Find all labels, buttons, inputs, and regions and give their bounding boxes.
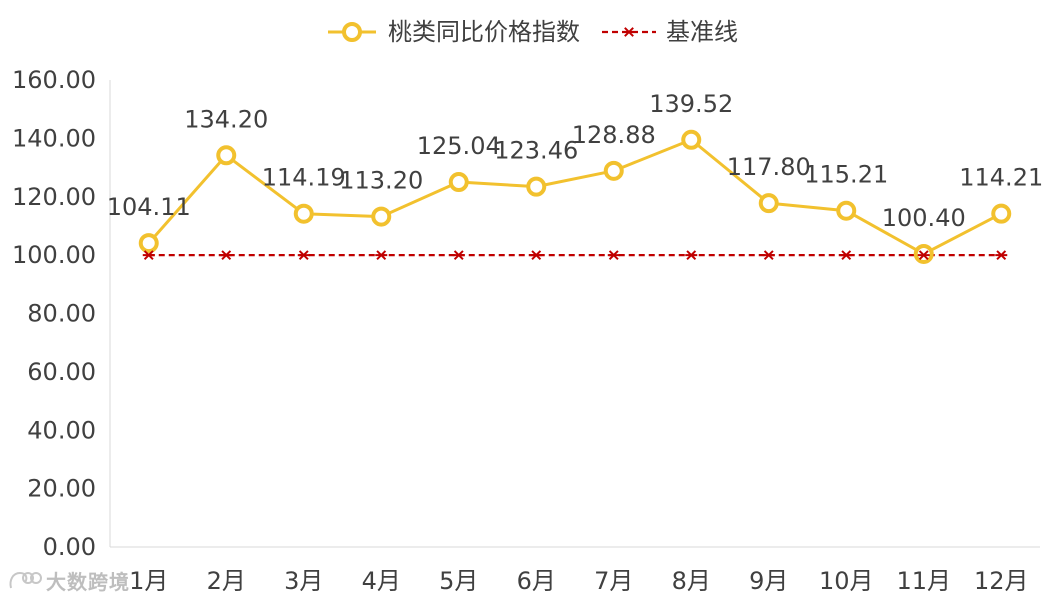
data-label: 100.40 bbox=[882, 204, 966, 232]
y-tick-label: 140.00 bbox=[12, 124, 96, 152]
y-tick-label: 20.00 bbox=[27, 475, 96, 503]
legend-label: 基准线 bbox=[666, 18, 738, 46]
chart-axes: 0.00 20.00 40.00 60.00 80.00 100.00 120.00 140.… bbox=[12, 66, 1040, 595]
data-point bbox=[836, 200, 857, 221]
x-tick-label: 8月 bbox=[672, 567, 711, 595]
baseline-point bbox=[297, 250, 310, 261]
x-tick-label: 4月 bbox=[362, 567, 401, 595]
legend-label: 桃类同比价格指数 bbox=[388, 18, 580, 46]
data-point bbox=[681, 129, 702, 150]
data-label: 117.80 bbox=[727, 153, 811, 181]
data-label: 139.52 bbox=[649, 90, 733, 118]
baseline-point bbox=[995, 250, 1008, 261]
x-tick-label: 5月 bbox=[439, 567, 478, 595]
legend-star-marker bbox=[623, 27, 635, 37]
baseline-point bbox=[917, 250, 930, 261]
baseline-point bbox=[452, 250, 465, 261]
x-tick-label: 2月 bbox=[207, 567, 246, 595]
data-label: 114.19 bbox=[262, 164, 346, 192]
y-tick-label: 40.00 bbox=[27, 416, 96, 444]
data-point bbox=[293, 203, 314, 224]
watermark-text: 大数跨境 bbox=[46, 570, 130, 594]
x-tick-label: 12月 bbox=[974, 567, 1029, 595]
series-layer bbox=[138, 129, 1012, 264]
data-point bbox=[991, 203, 1012, 224]
data-label: 115.21 bbox=[804, 161, 888, 189]
baseline-point bbox=[530, 250, 543, 261]
data-label: 104.11 bbox=[107, 193, 191, 221]
baseline-point bbox=[375, 250, 388, 261]
data-label: 134.20 bbox=[184, 105, 268, 133]
data-point bbox=[138, 233, 159, 254]
data-label: 114.21 bbox=[959, 164, 1043, 192]
data-label: 125.04 bbox=[417, 132, 501, 160]
y-tick-label: 0.00 bbox=[43, 533, 96, 561]
data-label: 128.88 bbox=[572, 121, 656, 149]
data-point bbox=[758, 193, 779, 214]
baseline-point bbox=[762, 250, 775, 261]
y-tick-label: 100.00 bbox=[12, 241, 96, 269]
data-label: 123.46 bbox=[494, 137, 578, 165]
x-tick-label: 3月 bbox=[284, 567, 323, 595]
watermark-logo-icon bbox=[9, 571, 42, 588]
baseline-point bbox=[685, 250, 698, 261]
x-tick-label: 9月 bbox=[749, 567, 788, 595]
y-tick-label: 60.00 bbox=[27, 358, 96, 386]
baseline-point bbox=[220, 250, 233, 261]
x-tick-label: 6月 bbox=[517, 567, 556, 595]
x-tick-label: 1月 bbox=[129, 567, 168, 595]
x-tick-label: 7月 bbox=[594, 567, 633, 595]
legend: 桃类同比价格指数 基准线 bbox=[328, 18, 738, 46]
y-tick-label: 120.00 bbox=[12, 183, 96, 211]
watermark: 大数跨境 bbox=[8, 566, 130, 595]
y-tick-label: 160.00 bbox=[12, 66, 96, 94]
data-point bbox=[216, 145, 237, 166]
baseline-point bbox=[142, 250, 155, 261]
legend-item-peach-index: 桃类同比价格指数 bbox=[328, 18, 580, 46]
y-tick-label: 80.00 bbox=[27, 300, 96, 328]
legend-item-baseline: 基准线 bbox=[602, 18, 738, 46]
x-tick-label: 10月 bbox=[819, 567, 874, 595]
data-point bbox=[371, 206, 392, 227]
legend-circle-marker bbox=[342, 22, 362, 42]
baseline-point bbox=[607, 250, 620, 261]
data-label: 113.20 bbox=[339, 167, 423, 195]
baseline-point bbox=[840, 250, 853, 261]
data-point bbox=[526, 176, 547, 197]
data-point bbox=[448, 172, 469, 193]
x-tick-label: 11月 bbox=[896, 567, 951, 595]
data-point bbox=[603, 160, 624, 181]
series-line-peach-index bbox=[147, 138, 1002, 256]
